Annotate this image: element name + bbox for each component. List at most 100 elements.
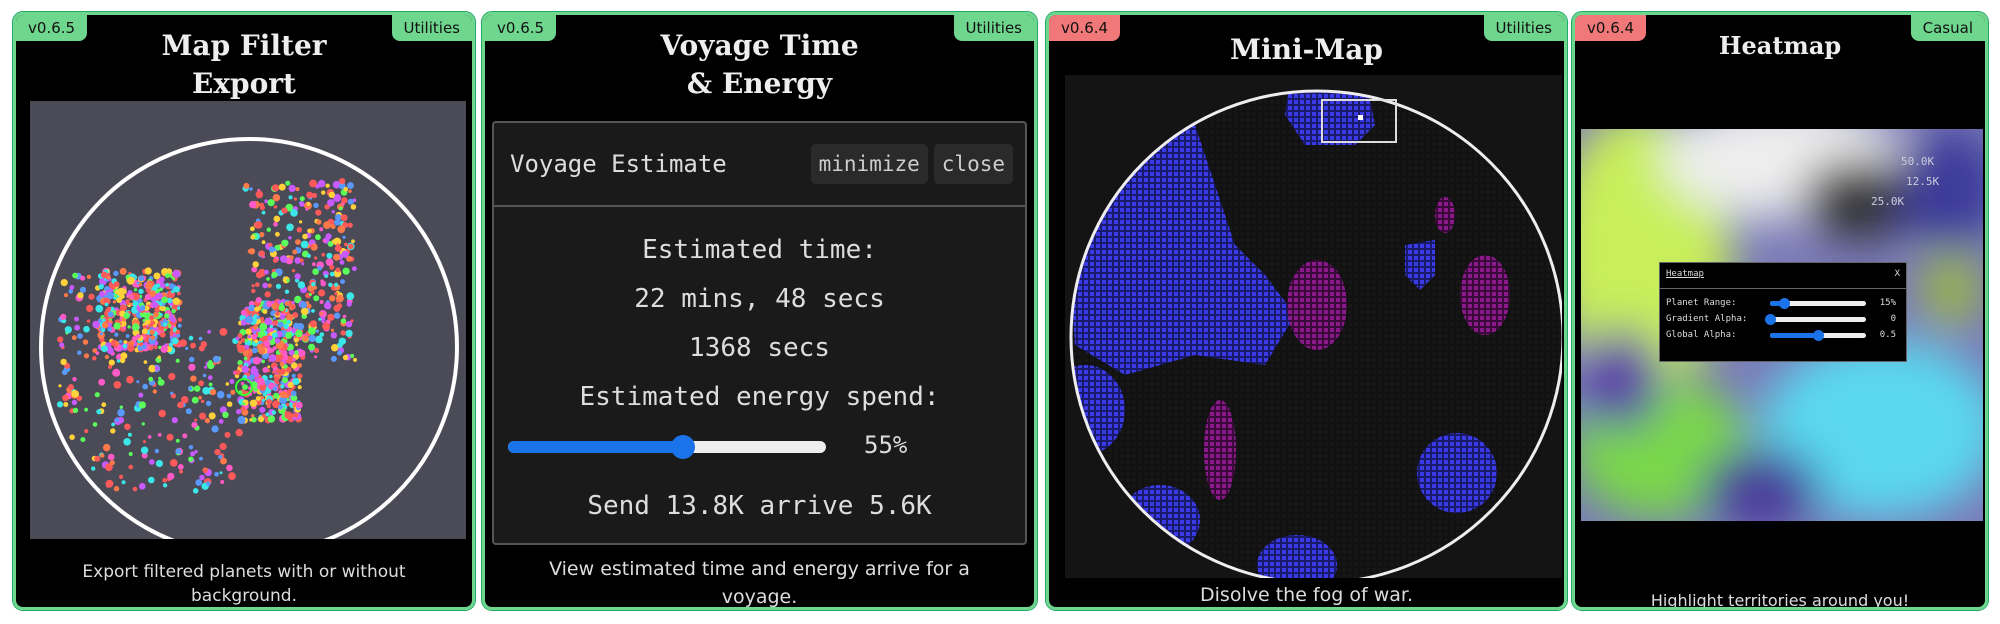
planet-dot [185,408,192,415]
planet-dot [154,366,160,371]
planet-dot [263,340,271,348]
planet-dot [170,317,176,323]
planet-dot [57,336,64,343]
planet-dot [272,386,278,392]
planet-dot [77,292,84,299]
planet-dot [313,202,319,209]
planet-dot [172,277,176,281]
planet-dot [318,317,322,321]
planet-dot [335,267,341,273]
viewport-indicator[interactable] [1321,99,1397,143]
planet-dot [179,469,184,474]
planet-dot [177,401,184,409]
close-button[interactable]: close [933,144,1013,184]
planet-dot [280,355,284,359]
planet-dot [336,299,339,303]
planet-dot [328,282,333,287]
planet-dot [126,375,134,384]
planet-dot [202,373,207,378]
planet-dot [149,329,155,335]
planet-dot [113,281,120,288]
planet-dot [138,392,144,398]
planet-dot [288,349,295,356]
plugin-card-heatmap[interactable]: v0.6.4 Casual Heatmap 50.0K 12.5K 25.0K … [1571,11,1989,611]
control-slider[interactable] [1770,297,1866,309]
planet-dot [320,316,326,321]
planet-dot [157,433,162,437]
planet-dot [294,257,302,264]
planet-dot [302,335,309,342]
planet-dot [268,328,273,333]
control-slider[interactable] [1765,313,1866,325]
plugin-card-mini-map[interactable]: v0.6.4 Utilities Mini-Map Disolve the fo… [1045,11,1568,611]
planet-dot [100,271,108,279]
planet-dot [342,267,350,275]
planet-dot [159,313,163,317]
planet-dot [297,373,303,379]
planet-dot [107,306,112,311]
planet-dot [123,312,130,319]
planet-dot [188,456,194,462]
planet-dot [207,329,212,334]
planet-dot [248,352,253,357]
planet-dot [327,199,335,207]
planet-dot [272,400,280,409]
planet-dot [153,345,158,350]
planet-dot [288,184,296,192]
slider-handle[interactable] [670,435,695,459]
planet-dot [266,300,273,308]
plugin-card-voyage-time-energy[interactable]: v0.6.5 Utilities Voyage Time & Energy Voy… [481,11,1038,611]
planet-dot [177,317,183,322]
planet-dot [126,276,135,285]
estimated-time-value: 22 mins, 48 secs [634,284,885,314]
planet-dot [69,434,75,441]
planet-dot [64,293,68,298]
planet-dot [339,178,346,185]
planet-dot [292,377,300,386]
planet-dot [103,297,111,305]
planet-dot [242,402,246,406]
planet-dot [275,368,281,374]
planet-dot [262,367,269,373]
energy-spend-label: Estimated energy spend: [579,382,940,412]
planet-dot [111,422,115,427]
planet-dot [264,291,271,298]
planet-dot [244,338,248,343]
plugin-card-map-filter-export[interactable]: v0.6.5 Utilities Map Filter Export Export… [12,11,476,611]
planet-dot [165,283,169,287]
planet-dot [136,380,140,384]
planet-dot [155,292,163,300]
planet-dot [138,275,145,282]
planet-dot [267,415,276,423]
control-slider[interactable] [1770,329,1866,341]
planet-dot [162,483,168,488]
planet-dot [155,283,161,288]
planet-dot [251,347,258,354]
planet-dot [71,390,79,398]
heatmap-control-row: Gradient Alpha: 0 [1660,311,1906,327]
energy-slider[interactable] [508,435,826,459]
planet-dot [83,325,90,333]
planet-dot [272,316,277,320]
planet-dot [190,451,196,457]
planet-dot [218,419,224,424]
planet-dot [149,315,155,321]
planet-dot [92,348,97,353]
heatmap-close-button[interactable]: X [1894,269,1900,279]
minimize-button[interactable]: minimize [810,144,928,184]
planet-dot [105,463,113,472]
planet-dot [179,339,187,347]
planet-dot [309,320,317,328]
planet-dot [308,334,316,343]
planet-dot [105,483,111,488]
planet-dot [219,442,227,451]
planet-dot [208,382,213,387]
planet-dot [194,385,201,392]
planet-dot [199,412,207,420]
planet-dot [113,293,118,298]
planet-dot [77,350,82,355]
planet-dot [318,289,326,297]
planet-dot [275,311,280,316]
planet-dot [325,258,334,266]
planet-dot [175,448,182,455]
